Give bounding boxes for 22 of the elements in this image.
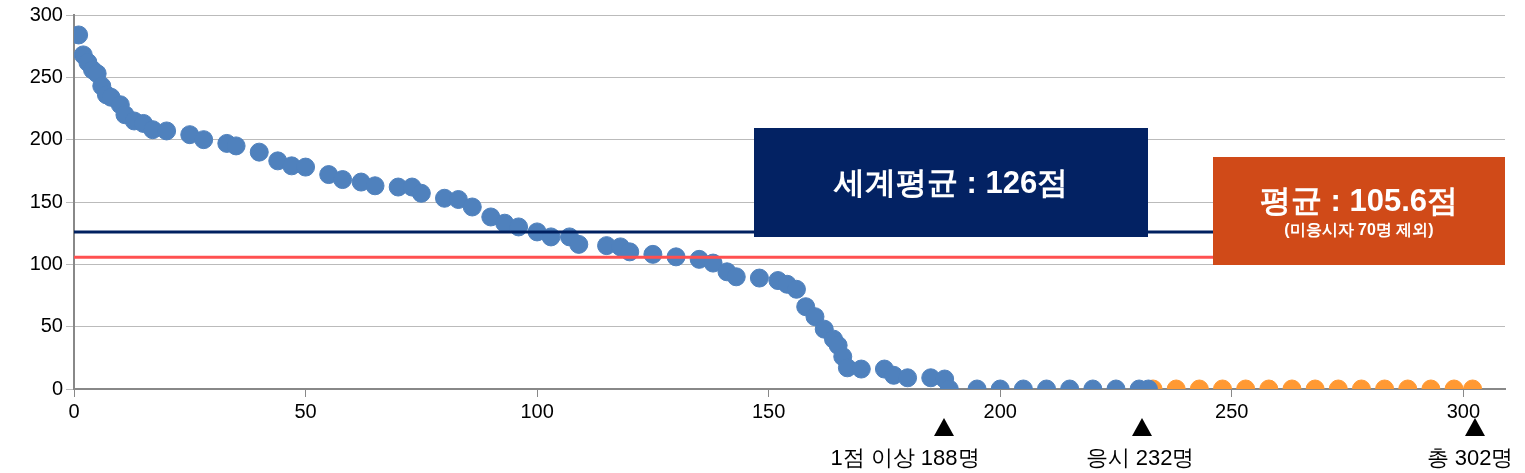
text: 응시 232명 [1085,444,1195,472]
y-tick-label: 300 [29,2,63,25]
annotation: (미응시자 70명 제외) [1284,220,1434,240]
y-tick-label: 0 [51,376,63,399]
y-tick-label: 250 [29,64,63,87]
x-tick-label: 50 [294,399,317,422]
ref-line-label: 평균 : 105.6점 [1259,182,1459,220]
ref-line-label: 세계평균 : 126점 [833,163,1069,202]
label-panel: 평균 : 105.6점 (미응시자 70명 제외) [1213,157,1505,265]
label-panel: 세계평균 : 126점 [754,128,1148,237]
x-tick-label: 200 [983,399,1017,422]
x-tick-label: 150 [751,399,786,422]
y-tick-label: 150 [29,189,63,212]
x-tick-label: 300 [1446,399,1481,422]
y-tick-label: 50 [40,314,63,337]
x-tick-label: 250 [1215,399,1249,422]
x-tick-label: 0 [68,399,80,422]
text: 총 302명 [1426,444,1514,472]
y-tick-label: 200 [29,127,63,150]
y-tick-label: 100 [29,251,63,274]
x-tick-label: 100 [520,399,554,422]
text: 1점 이상 188명 [830,444,980,472]
